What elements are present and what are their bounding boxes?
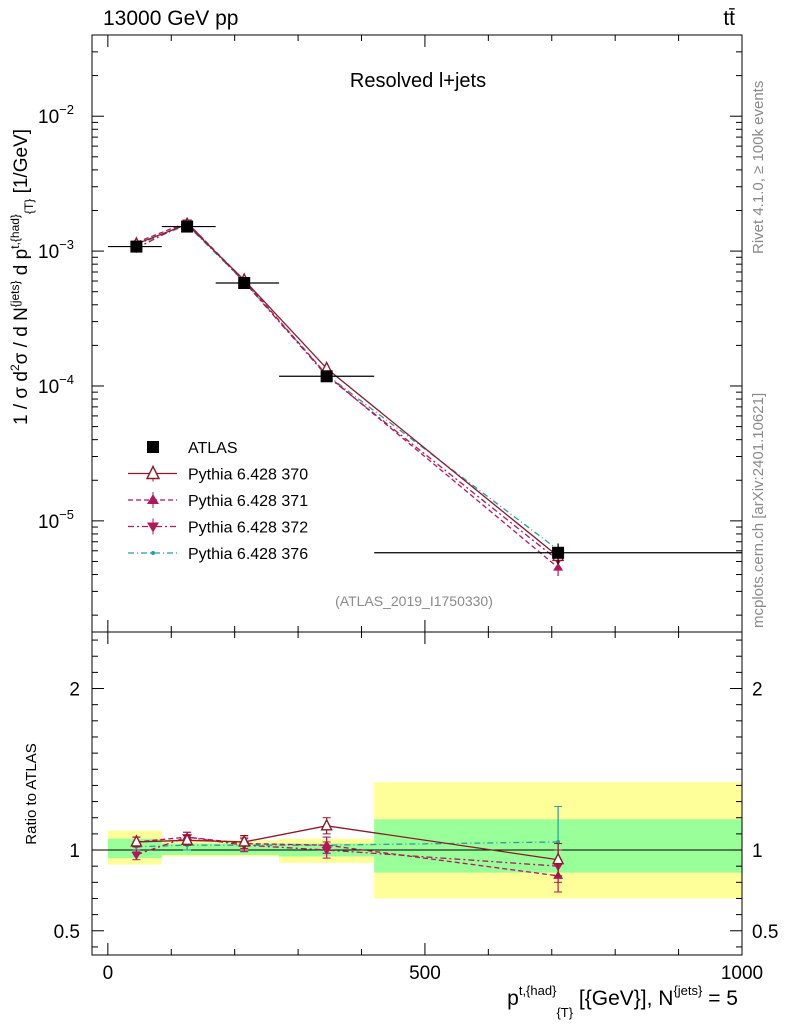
data-point: [151, 551, 155, 555]
x-tick-label: 0: [103, 963, 114, 984]
legend-label: ATLAS: [188, 440, 238, 457]
uncertainty-band-inner: [161, 843, 280, 855]
uncertainty-band-inner: [107, 838, 162, 859]
ratio-y-tick-label: 2: [752, 680, 763, 701]
data-point: [238, 277, 251, 290]
legend-label: Pythia 6.428 371: [188, 493, 308, 510]
legend-label: Pythia 6.428 376: [188, 546, 308, 563]
data-point: [180, 832, 194, 846]
ratio-y-tick-label: 0.5: [752, 922, 778, 943]
collision-label: 13000 GeV pp: [103, 7, 238, 30]
data-point: [552, 546, 565, 559]
y-tick-label: 10−4: [38, 372, 74, 398]
data-point: [147, 494, 159, 504]
data-point: [130, 834, 143, 847]
data-point: [551, 852, 565, 865]
data-point: [181, 220, 194, 233]
mcplots-credit-label: mcplots.cern.ch [arXiv:2401.10621]: [750, 393, 767, 628]
ratio-frame: [91, 631, 743, 956]
y-tick-label: 10−3: [38, 237, 74, 263]
ratio-y-tick-label: 2: [69, 680, 80, 701]
data-point: [130, 240, 143, 253]
data-point: [320, 818, 333, 831]
data-point: [147, 522, 159, 533]
data-point: [553, 562, 564, 571]
x-tick-label: 1000: [721, 963, 763, 984]
y-tick-label: 10−2: [38, 102, 74, 128]
ratio-y-tick-label: 1: [69, 841, 80, 862]
legend-item: ATLAS: [147, 440, 238, 457]
ratio-y-tick-label: 1: [752, 841, 763, 862]
legend-item: Pythia 6.428 370: [128, 464, 308, 484]
ratio-y-tick-label: 0.5: [54, 922, 80, 943]
ratio-y-axis-label: Ratio to ATLAS: [23, 743, 40, 844]
rivet-version-label: Rivet 4.1.0, ≥ 100k events: [750, 81, 767, 254]
main-panel: Resolved l+jets (ATLAS_2019_I1750330) 10…: [8, 34, 743, 633]
data-point: [145, 464, 161, 480]
series-line: [136, 221, 559, 569]
main-title: Resolved l+jets: [350, 70, 486, 92]
main-y-axis-label: 1 / σ d2σ / d N{jets} d pt,{had}{T} [1/G…: [8, 129, 36, 425]
x-axis-label: pt,{had}{T} [{GeV}], N{jets} = 5: [507, 983, 738, 1020]
x-tick-label: 500: [409, 963, 441, 984]
y-tick-label: 10−5: [38, 507, 74, 533]
legend-label: Pythia 6.428 370: [188, 467, 308, 484]
data-point: [320, 370, 333, 383]
legend-label: Pythia 6.428 372: [188, 520, 308, 537]
legend-item: Pythia 6.428 372: [128, 518, 308, 537]
legend: ATLAS Pythia 6.428 370 Pythia 6.428 371 Pyt…: [128, 440, 308, 563]
main-frame: [91, 34, 743, 633]
data-point: [131, 851, 142, 860]
legend-item: Pythia 6.428 376: [128, 546, 308, 563]
process-label: tt̄: [723, 7, 735, 30]
data-point: [147, 441, 159, 453]
data-point: [238, 834, 251, 847]
ratio-panel: 0.5 0.5 1 1 2 2 0 500 1000 Ratio to ATLAS pt,{ha…: [23, 631, 778, 1020]
data-point: [321, 840, 332, 849]
data-point: [556, 839, 561, 844]
legend-item: Pythia 6.428 371: [128, 492, 308, 510]
analysis-watermark: (ATLAS_2019_I1750330): [335, 593, 493, 609]
